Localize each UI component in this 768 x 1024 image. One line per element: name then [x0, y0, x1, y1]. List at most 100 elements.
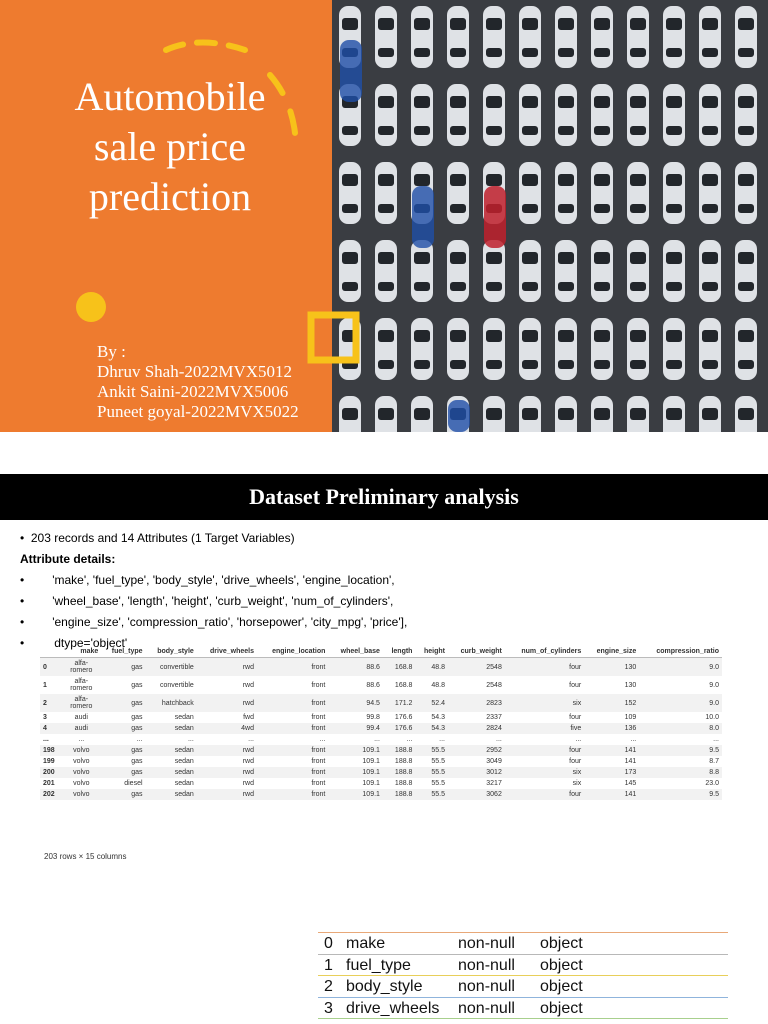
- table-cell: 188.8: [394, 780, 413, 787]
- header-cell: compression_ratio: [639, 646, 722, 658]
- table-cell: gas: [101, 745, 146, 756]
- table-cell: 199: [43, 758, 55, 765]
- table-cell: four: [569, 758, 582, 765]
- table-cell: 173: [584, 767, 640, 778]
- table-cell: sedan: [174, 780, 194, 787]
- bullet-dot: •: [20, 615, 25, 629]
- info-cell: non-null: [458, 935, 515, 952]
- table-cell: front: [256, 745, 329, 756]
- table-cell: ...: [713, 736, 719, 743]
- table-cell: 171.2: [382, 694, 416, 712]
- table-row: 4 audi gas sedan 4wd front 99.4 176.6 54.3 2824 fi…: [40, 723, 722, 734]
- table-cell: gas: [101, 767, 146, 778]
- table-cell: ...: [136, 736, 143, 743]
- table-cell: 188.8: [382, 767, 416, 778]
- table-row: .......................................: [40, 734, 722, 745]
- table-cell: ...: [406, 736, 413, 743]
- table-cell: 3217: [486, 780, 502, 787]
- table-cell: 55.5: [415, 789, 448, 800]
- table-cell: 2: [40, 694, 62, 712]
- table-cell: 145: [624, 780, 637, 787]
- car-photo: [332, 0, 768, 432]
- table-cell: four: [504, 745, 585, 756]
- table-cell: front: [311, 780, 326, 787]
- info-line: [318, 1018, 728, 1019]
- table-cell: gas: [131, 758, 143, 765]
- header-row: make fuel_type body_style drive_wheels engin…: [40, 646, 722, 658]
- table-cell: rwd: [242, 758, 254, 765]
- decoration: [76, 39, 360, 364]
- summary: • 203 records and 14 Attributes (1 Targe…: [20, 531, 295, 545]
- table-cell: gas: [101, 723, 146, 734]
- table-cell: gas: [101, 694, 146, 712]
- summary-text: 203 records and 14 Attributes (1 Target …: [30, 531, 295, 545]
- table-cell: four: [504, 657, 585, 676]
- table-cell: rwd: [242, 780, 254, 787]
- table-cell: 48.8: [431, 681, 445, 689]
- table-cell: diesel: [124, 780, 143, 787]
- header-cell: drive_wheels: [196, 646, 257, 658]
- table-cell: four: [569, 681, 582, 689]
- table-cell: six: [572, 780, 582, 787]
- table-cell: ...: [439, 736, 445, 743]
- table-cell: rwd: [196, 745, 257, 756]
- header-cell: body_style: [145, 646, 197, 658]
- table-cell: ...: [319, 736, 326, 743]
- table-cell: 2824: [447, 723, 505, 734]
- table-cell: front: [256, 694, 329, 712]
- header-cell: make: [61, 646, 102, 658]
- table-cell: 3012: [447, 767, 505, 778]
- header-cell: fuel_type: [101, 646, 146, 658]
- table-row: 201 volvo diesel sedan rwd front 109.1 188.8 55.…: [40, 778, 722, 789]
- table-cell: four: [569, 714, 582, 721]
- info-cell: object: [540, 935, 583, 952]
- info-cell: non-null: [458, 978, 515, 995]
- bullet-text: 'wheel_base', 'length', 'height', 'curb_…: [52, 594, 394, 608]
- table-cell: 176.6: [382, 723, 416, 734]
- table-cell: six: [504, 767, 585, 778]
- table-cell: 2548: [486, 681, 502, 689]
- header-cell: num_of_cylinders: [504, 646, 585, 658]
- table-cell: 8.8: [639, 767, 722, 778]
- table-cell: ...: [248, 736, 254, 743]
- table-cell: ...: [374, 736, 380, 743]
- info-cell: 1: [324, 956, 333, 974]
- table-cell: 54.3: [415, 723, 448, 734]
- table-cell: 188.8: [382, 789, 416, 800]
- table-row: 2 alfa-romero gas hatchback rwd front 94.5 171.…: [40, 694, 722, 712]
- table-row: 200 volvo gas sedan rwd front 109.1 188.8 55.5 30…: [40, 767, 722, 778]
- table-cell: convertible: [159, 681, 194, 689]
- info-cell: non-null: [458, 999, 515, 1017]
- info-row: 3 drive_wheels non-null object: [318, 996, 728, 1019]
- info-cell: body_style: [346, 978, 423, 995]
- table-cell: 99.4: [328, 723, 383, 734]
- table-cell: 109.1: [328, 789, 383, 800]
- info-cell: make: [346, 935, 386, 952]
- table-cell: 8.0: [639, 723, 722, 734]
- table-cell: 2823: [447, 694, 505, 712]
- info-row: 1 fuel_type non-null object: [318, 953, 728, 976]
- table-cell: 176.6: [394, 714, 413, 721]
- table-cell: sedan: [145, 745, 197, 756]
- table-cell: sedan: [145, 789, 197, 800]
- table-cell: 168.8: [382, 657, 416, 676]
- table-cell: 9.0: [639, 694, 722, 712]
- title-slide: Automobile sale price prediction By : Dh…: [0, 0, 768, 432]
- table-cell: 9.5: [639, 789, 722, 800]
- info-cell: object: [540, 999, 583, 1017]
- table-cell: front: [311, 714, 326, 721]
- table-cell: rwd: [242, 681, 254, 689]
- table-cell: gas: [131, 681, 143, 689]
- table-cell: 54.3: [431, 714, 445, 721]
- bullet-dot: •: [20, 636, 25, 650]
- table-cell: volvo: [61, 789, 102, 800]
- table-cell: 9.0: [709, 681, 719, 689]
- header-cell: engine_size: [584, 646, 640, 658]
- authors: By : Dhruv Shah-2022MVX5012 Ankit Saini-2…: [97, 342, 299, 422]
- table-cell: rwd: [196, 657, 257, 676]
- table-cell: 99.8: [366, 714, 380, 721]
- table-cell: 48.8: [415, 657, 448, 676]
- table-cell: 8.7: [709, 758, 719, 765]
- table-cell: volvo: [73, 758, 90, 765]
